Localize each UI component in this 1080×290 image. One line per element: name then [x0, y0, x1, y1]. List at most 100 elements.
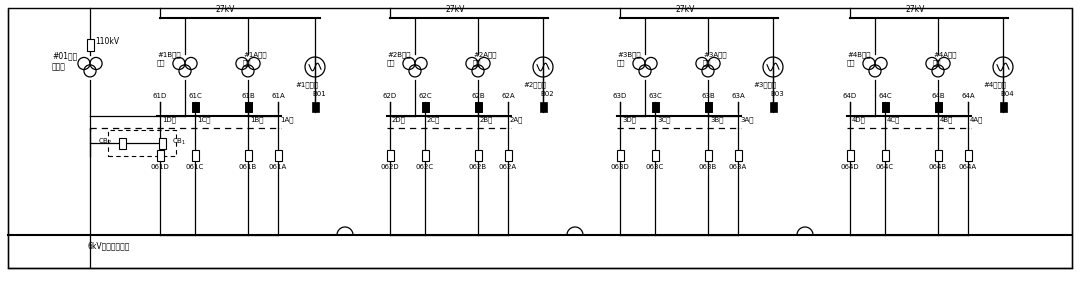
Text: 2C段: 2C段	[427, 117, 441, 123]
Text: B02: B02	[540, 91, 554, 97]
Text: 061A: 061A	[269, 164, 287, 170]
Text: 62A: 62A	[501, 93, 515, 99]
Text: 063C: 063C	[646, 164, 664, 170]
Text: 064D: 064D	[840, 164, 860, 170]
Text: 063B: 063B	[699, 164, 717, 170]
Text: 063D: 063D	[610, 164, 630, 170]
Text: 64B: 64B	[931, 93, 945, 99]
Text: 2D段: 2D段	[392, 117, 406, 123]
Text: 062D: 062D	[380, 164, 400, 170]
Text: 4A段: 4A段	[970, 117, 984, 123]
Bar	[274, 150, 282, 160]
Text: #2A高压
厂变: #2A高压 厂变	[473, 52, 497, 66]
Text: 62D: 62D	[383, 93, 397, 99]
Bar	[847, 150, 853, 160]
Bar	[651, 102, 659, 112]
Bar	[651, 102, 659, 112]
Bar	[704, 150, 712, 160]
Text: B01: B01	[312, 91, 326, 97]
Bar	[244, 150, 252, 160]
Text: #3A高压
厂变: #3A高压 厂变	[703, 52, 727, 66]
Text: #2B高压
厂变: #2B高压 厂变	[387, 52, 410, 66]
Bar	[421, 102, 429, 112]
Bar	[934, 150, 942, 160]
Text: 64D: 64D	[842, 93, 858, 99]
Text: 63C: 63C	[648, 93, 662, 99]
Text: 62B: 62B	[471, 93, 485, 99]
Text: 2B段: 2B段	[480, 117, 494, 123]
Text: 110kV: 110kV	[95, 37, 119, 46]
Bar	[8, 8, 1072, 268]
Text: 4D段: 4D段	[852, 117, 866, 123]
Text: 63A: 63A	[731, 93, 745, 99]
Text: 61D: 61D	[153, 93, 167, 99]
Bar	[159, 137, 165, 148]
Text: 1A段: 1A段	[280, 117, 294, 123]
Bar	[474, 102, 482, 112]
Bar	[421, 150, 429, 160]
Bar	[934, 102, 942, 112]
Bar	[119, 137, 125, 148]
Bar	[999, 102, 1007, 112]
Bar	[474, 150, 482, 160]
Text: 61A: 61A	[271, 93, 285, 99]
Text: CB$_2$: CB$_2$	[97, 137, 112, 147]
Text: 064A: 064A	[959, 164, 977, 170]
Text: #01高压
备用变: #01高压 备用变	[52, 51, 78, 71]
Bar	[191, 102, 199, 112]
Bar	[474, 102, 482, 112]
Bar	[157, 150, 163, 160]
Text: 64A: 64A	[961, 93, 975, 99]
Text: 1D段: 1D段	[162, 117, 176, 123]
Bar	[191, 102, 199, 112]
Text: 4B段: 4B段	[940, 117, 954, 123]
Bar	[651, 150, 659, 160]
Text: #4A高压
厂变: #4A高压 厂变	[933, 52, 957, 66]
Bar	[617, 150, 623, 160]
Text: 3B段: 3B段	[710, 117, 724, 123]
Text: #2发电机: #2发电机	[524, 81, 546, 88]
Text: 061C: 061C	[186, 164, 204, 170]
Bar	[769, 102, 777, 112]
Text: 27kV: 27kV	[215, 5, 234, 14]
Text: 63B: 63B	[701, 93, 715, 99]
Text: 3A段: 3A段	[740, 117, 754, 123]
Text: 27kV: 27kV	[675, 5, 694, 14]
Text: 063A: 063A	[729, 164, 747, 170]
Text: 062B: 062B	[469, 164, 487, 170]
Bar	[421, 102, 429, 112]
Bar	[244, 102, 252, 112]
Bar	[704, 102, 712, 112]
Bar	[108, 130, 176, 156]
Text: 64C: 64C	[878, 93, 892, 99]
Bar	[881, 102, 889, 112]
Text: 27kV: 27kV	[905, 5, 924, 14]
Bar	[964, 150, 972, 160]
Bar	[191, 150, 199, 160]
Text: 6kV厂用互联母线: 6kV厂用互联母线	[87, 241, 131, 250]
Bar	[504, 150, 512, 160]
Text: 064B: 064B	[929, 164, 947, 170]
Bar	[387, 150, 393, 160]
Bar	[540, 102, 546, 112]
Bar	[881, 150, 889, 160]
Text: 064C: 064C	[876, 164, 894, 170]
Bar	[934, 102, 942, 112]
Text: #3发电机: #3发电机	[754, 81, 777, 88]
Text: #1发电机: #1发电机	[296, 81, 319, 88]
Text: #1A高压
厂变: #1A高压 厂变	[243, 52, 267, 66]
Text: 62C: 62C	[418, 93, 432, 99]
Text: 3D段: 3D段	[622, 117, 636, 123]
Text: 061B: 061B	[239, 164, 257, 170]
Text: 061D: 061D	[150, 164, 170, 170]
Text: 61B: 61B	[241, 93, 255, 99]
Text: 3C段: 3C段	[657, 117, 671, 123]
Text: 4C段: 4C段	[887, 117, 901, 123]
Text: #3B高压
厂变: #3B高压 厂变	[617, 52, 640, 66]
Text: 27kV: 27kV	[445, 5, 464, 14]
Text: 1B段: 1B段	[249, 117, 264, 123]
Bar	[734, 150, 742, 160]
Text: 062A: 062A	[499, 164, 517, 170]
Text: 61C: 61C	[188, 93, 202, 99]
Text: #1B高压
厂变: #1B高压 厂变	[157, 52, 180, 66]
